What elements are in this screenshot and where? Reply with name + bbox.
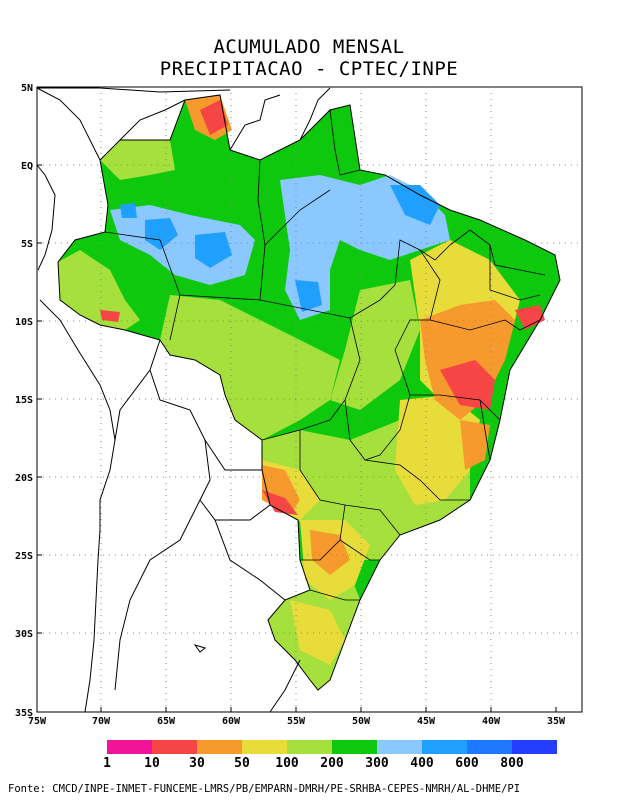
legend-label: 400 — [410, 756, 434, 771]
map-title-line1: ACUMULADO MENSAL — [213, 36, 405, 58]
legend-color-swatch — [377, 740, 422, 754]
legend-label: 300 — [365, 756, 389, 771]
map-title-line2: PRECIPITACAO - CPTEC/INPE — [159, 58, 459, 80]
lat-tick-label: 20S — [15, 473, 33, 484]
legend-label: 1 — [103, 756, 111, 771]
lat-tick-label: 10S — [15, 317, 33, 328]
legend-label: 800 — [500, 756, 524, 771]
lon-tick-label: 50W — [352, 716, 371, 727]
lon-tick-label: 45W — [417, 716, 436, 727]
legend-label: 30 — [189, 756, 205, 771]
legend-color-swatch — [107, 740, 152, 754]
legend-label: 100 — [275, 756, 299, 771]
legend-color-swatch — [197, 740, 242, 754]
legend-label: 10 — [144, 756, 160, 771]
legend-color-swatch — [242, 740, 287, 754]
latitude-tick-labels: 5N EQ 5S 10S 15S 20S 25S 30S 35S — [15, 83, 42, 719]
legend-color-swatch — [287, 740, 332, 754]
lat-tick-label: 35S — [15, 708, 33, 719]
lon-tick-label: 35W — [547, 716, 566, 727]
legend-color-swatch — [512, 740, 557, 754]
lat-tick-label: 25S — [15, 551, 33, 562]
lat-tick-label: 5N — [21, 83, 33, 94]
lon-tick-label: 40W — [482, 716, 501, 727]
country-borders — [36, 87, 561, 713]
precipitation-color-legend — [107, 740, 557, 754]
legend-color-swatch — [467, 740, 512, 754]
legend-label: 200 — [320, 756, 344, 771]
state-borders — [104, 109, 546, 601]
precipitation-field — [58, 95, 560, 690]
lon-tick-label: 65W — [157, 716, 176, 727]
legend-label: 50 — [234, 756, 250, 771]
legend-label: 600 — [455, 756, 479, 771]
data-source-credit: Fonte: CMCD/INPE-INMET-FUNCEME-LMRS/PB/E… — [8, 783, 521, 795]
longitude-tick-labels: 75W 70W 65W 60W 55W 50W 45W 40W 35W — [28, 707, 566, 727]
legend-color-swatch — [422, 740, 467, 754]
legend-color-swatch — [332, 740, 377, 754]
lat-tick-label: 15S — [15, 395, 33, 406]
lon-tick-label: 55W — [287, 716, 306, 727]
lon-tick-label: 75W — [28, 716, 47, 727]
lon-tick-label: 60W — [222, 716, 241, 727]
lat-tick-label: 5S — [21, 239, 33, 250]
lat-tick-label: 30S — [15, 629, 33, 640]
legend-color-swatch — [152, 740, 197, 754]
lon-tick-label: 70W — [92, 716, 111, 727]
lat-tick-label: EQ — [21, 161, 33, 172]
